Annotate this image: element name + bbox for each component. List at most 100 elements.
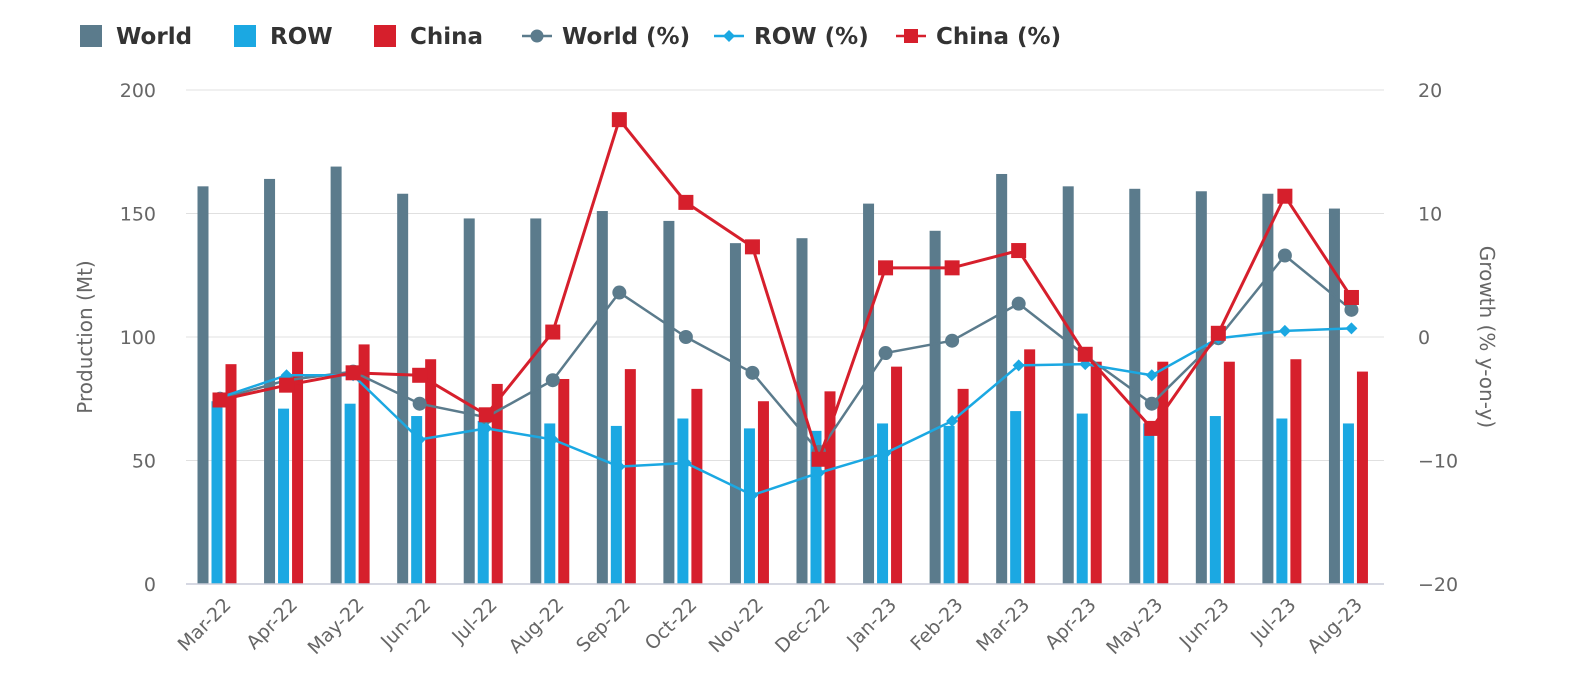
legend-swatch-row[interactable] (234, 25, 256, 47)
legend-swatch-china[interactable] (374, 25, 396, 47)
x-tick-label: Jun-22 (376, 594, 435, 653)
bar-world (1062, 186, 1074, 584)
y2-tick-label: −10 (1418, 451, 1458, 473)
bar-china (225, 364, 237, 584)
bar-world (596, 211, 608, 584)
y2-tick-label: −20 (1418, 574, 1458, 596)
point-row (413, 433, 426, 446)
bar-china (358, 344, 370, 584)
bar-row (943, 425, 955, 584)
bar-china (425, 359, 437, 584)
point-row (746, 489, 759, 502)
y-tick-label: 150 (120, 204, 156, 226)
point-china (545, 324, 561, 340)
bar-world (663, 220, 675, 584)
bar-row (211, 401, 223, 584)
bar-row (610, 425, 622, 584)
x-tick-label: Oct-22 (641, 594, 702, 655)
y-tick-label: 50 (132, 451, 156, 473)
legend-label-row[interactable]: ROW (270, 24, 333, 50)
point-china (478, 407, 494, 423)
bar-world (1328, 208, 1340, 584)
bar-world (796, 238, 808, 584)
line-row (219, 327, 1352, 497)
point-row (813, 466, 825, 479)
y-tick-label: 0 (144, 574, 156, 596)
bar-china (1090, 361, 1102, 584)
bar-row (1143, 423, 1155, 584)
point-world (1011, 296, 1026, 311)
line-series-group (212, 112, 1359, 502)
y2-tick-label: 20 (1418, 80, 1442, 102)
bar-world (197, 186, 209, 584)
point-world (878, 346, 893, 361)
point-row (1278, 324, 1291, 337)
point-china (744, 239, 760, 255)
x-tick-label: Jul-23 (1246, 594, 1300, 648)
x-tick-label: Nov-22 (705, 594, 768, 657)
bar-world (463, 218, 475, 584)
x-tick-label: Aug-22 (505, 594, 569, 658)
legend-label-china[interactable]: China (%) (936, 24, 1061, 50)
point-world (745, 365, 760, 380)
point-world (1277, 248, 1292, 263)
bar-world (530, 218, 542, 584)
bar-china (292, 351, 304, 584)
legend-label-world[interactable]: World (%) (562, 24, 690, 50)
bar-row (1276, 418, 1288, 584)
x-tick-label: Mar-22 (174, 594, 236, 656)
point-china (1343, 289, 1359, 305)
bar-series-group (197, 166, 1368, 585)
bar-row (411, 416, 423, 584)
x-tick-label: Feb-23 (906, 594, 967, 655)
bar-world (1195, 191, 1207, 584)
bar-world (1262, 193, 1274, 585)
point-china (345, 365, 361, 381)
bar-china (1356, 371, 1368, 584)
y2-tick-label: 10 (1418, 204, 1442, 226)
bar-row (877, 423, 889, 584)
bar-row (477, 420, 489, 584)
legend-label-world[interactable]: World (116, 24, 192, 50)
bar-row (1076, 413, 1088, 584)
bar-world (729, 243, 741, 584)
bar-china (891, 366, 903, 584)
x-tick-label: Apr-22 (242, 594, 302, 654)
legend-label-china[interactable]: China (410, 24, 483, 50)
point-row (1345, 322, 1358, 335)
bar-china (1157, 361, 1169, 584)
x-tick-label: May-22 (304, 594, 369, 659)
x-tick-label: Jan-23 (842, 594, 901, 653)
legend-marker-row[interactable] (723, 30, 735, 42)
point-china (1077, 346, 1093, 362)
y-tick-label: 100 (120, 327, 156, 349)
bar-row (677, 418, 689, 584)
x-tick-label: Jul-22 (447, 594, 501, 648)
bar-row (1209, 416, 1221, 584)
point-china (678, 194, 694, 210)
y-axis-title: Production (Mt) (73, 260, 97, 413)
bar-row (344, 403, 356, 584)
line-china (219, 118, 1353, 461)
point-row (679, 456, 692, 469)
bar-row (1010, 411, 1022, 584)
y-tick-label: 200 (120, 80, 156, 102)
point-china (1011, 243, 1027, 259)
point-china (611, 112, 627, 128)
y2-axis-title: Growth (% y-on-y) (1475, 246, 1499, 428)
legend: World ROW China World (%) ROW (%) China (%) (80, 24, 1061, 50)
point-china (878, 260, 894, 276)
legend-marker-china[interactable] (904, 29, 918, 43)
legend-swatch-world[interactable] (80, 25, 102, 47)
point-china (1144, 420, 1160, 436)
x-tick-label: Apr-23 (1041, 594, 1101, 654)
legend-label-row[interactable]: ROW (%) (754, 24, 869, 50)
point-row (480, 422, 493, 435)
bar-world (1129, 188, 1141, 585)
bar-row (544, 423, 556, 584)
bar-row (1342, 423, 1354, 584)
legend-marker-world[interactable] (530, 29, 544, 43)
bar-china (824, 391, 836, 584)
point-world (412, 396, 427, 411)
